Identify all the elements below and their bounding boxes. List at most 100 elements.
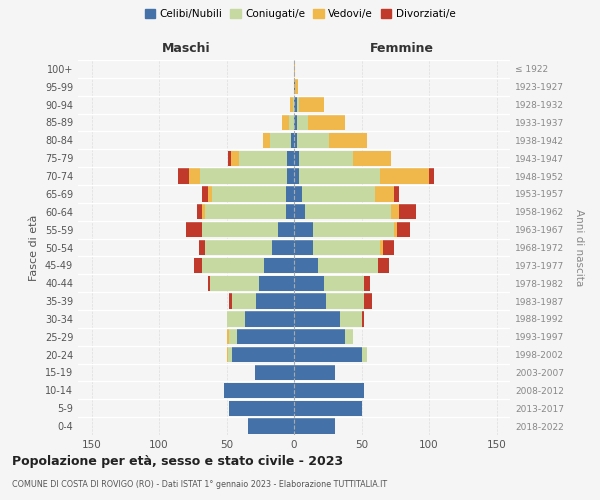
Bar — [272, 240, 294, 255]
Bar — [296, 115, 308, 130]
Bar — [299, 97, 324, 112]
Bar — [294, 204, 305, 220]
Bar — [294, 168, 299, 184]
Bar — [294, 62, 295, 76]
Bar — [294, 258, 319, 273]
Bar — [210, 276, 259, 291]
Bar — [265, 258, 294, 273]
Y-axis label: Fasce di età: Fasce di età — [29, 214, 39, 280]
Text: Popolazione per età, sesso e stato civile - 2023: Popolazione per età, sesso e stato civil… — [12, 455, 343, 468]
Bar — [296, 97, 299, 112]
Bar — [294, 79, 295, 94]
Bar — [263, 133, 270, 148]
Y-axis label: Anni di nascita: Anni di nascita — [574, 209, 584, 286]
Bar — [292, 133, 294, 148]
Bar — [294, 400, 361, 416]
Bar — [199, 168, 287, 184]
Bar — [248, 418, 294, 434]
Bar — [229, 329, 238, 344]
Bar — [400, 204, 415, 220]
Text: COMUNE DI COSTA DI ROVIGO (RO) - Dati ISTAT 1° gennaio 2023 - Elaborazione TUTTI: COMUNE DI COSTA DI ROVIGO (RO) - Dati IS… — [12, 480, 387, 489]
Bar — [239, 150, 287, 166]
Bar — [394, 222, 397, 237]
Bar — [294, 329, 346, 344]
Bar — [294, 365, 335, 380]
Bar — [299, 168, 380, 184]
Bar — [375, 186, 394, 202]
Bar — [229, 400, 294, 416]
Bar — [238, 329, 294, 344]
Bar — [294, 347, 361, 362]
Bar — [380, 240, 383, 255]
Bar — [270, 133, 292, 148]
Bar — [245, 312, 294, 326]
Bar — [361, 347, 367, 362]
Bar — [259, 276, 294, 291]
Bar — [294, 276, 324, 291]
Bar — [205, 240, 272, 255]
Bar — [293, 97, 294, 112]
Bar — [202, 258, 265, 273]
Bar — [282, 115, 289, 130]
Bar — [202, 186, 208, 202]
Bar — [313, 240, 380, 255]
Bar — [229, 294, 232, 308]
Bar — [378, 258, 389, 273]
Bar — [286, 186, 294, 202]
Legend: Celibi/Nubili, Coniugati/e, Vedovi/e, Divorziati/e: Celibi/Nubili, Coniugati/e, Vedovi/e, Di… — [140, 5, 460, 24]
Bar — [326, 294, 364, 308]
Bar — [230, 150, 239, 166]
Bar — [361, 312, 364, 326]
Bar — [380, 168, 429, 184]
Bar — [287, 150, 294, 166]
Bar — [364, 276, 370, 291]
Bar — [227, 312, 245, 326]
Bar — [294, 115, 296, 130]
Bar — [199, 240, 205, 255]
Bar — [188, 168, 199, 184]
Bar — [205, 204, 286, 220]
Bar — [294, 240, 313, 255]
Bar — [340, 312, 362, 326]
Text: Maschi: Maschi — [161, 42, 211, 54]
Bar — [287, 168, 294, 184]
Bar — [319, 258, 378, 273]
Bar — [212, 186, 286, 202]
Bar — [294, 186, 302, 202]
Bar — [299, 150, 353, 166]
Bar — [308, 115, 346, 130]
Bar — [227, 347, 228, 362]
Text: Femmine: Femmine — [370, 42, 434, 54]
Bar — [255, 365, 294, 380]
Bar — [278, 222, 294, 237]
Bar — [224, 383, 294, 398]
Bar — [197, 204, 202, 220]
Bar — [256, 294, 294, 308]
Bar — [429, 168, 434, 184]
Bar — [324, 276, 364, 291]
Bar — [294, 294, 326, 308]
Bar — [302, 186, 375, 202]
Bar — [313, 222, 394, 237]
Bar — [194, 258, 202, 273]
Bar — [228, 347, 232, 362]
Bar — [227, 329, 229, 344]
Bar — [294, 97, 296, 112]
Bar — [346, 329, 353, 344]
Bar — [295, 79, 298, 94]
Bar — [397, 222, 410, 237]
Bar — [232, 294, 256, 308]
Bar — [394, 186, 400, 202]
Bar — [294, 150, 299, 166]
Bar — [383, 240, 394, 255]
Bar — [290, 97, 293, 112]
Bar — [329, 133, 367, 148]
Bar — [208, 276, 210, 291]
Bar — [353, 150, 391, 166]
Bar — [232, 347, 294, 362]
Bar — [296, 133, 329, 148]
Bar — [186, 222, 202, 237]
Bar — [289, 115, 294, 130]
Bar — [286, 204, 294, 220]
Bar — [294, 383, 364, 398]
